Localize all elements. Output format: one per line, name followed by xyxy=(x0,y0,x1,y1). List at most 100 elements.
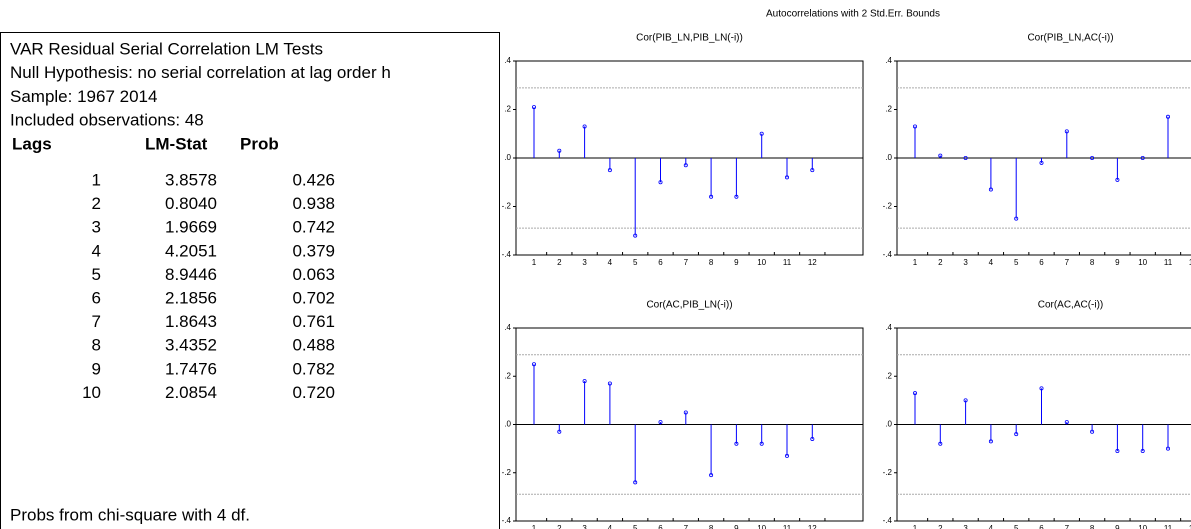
y-tick-label: .4 xyxy=(504,56,511,65)
x-tick-label: 11 xyxy=(1164,258,1173,267)
stem xyxy=(1115,424,1120,454)
stem-marker xyxy=(988,439,993,444)
figure-title: Autocorrelations with 2 Std.Err. Bounds xyxy=(766,9,940,20)
stem-marker xyxy=(913,124,918,129)
stem-marker xyxy=(557,429,562,434)
stem-marker xyxy=(582,124,587,129)
stem xyxy=(532,105,537,158)
stem-marker xyxy=(1014,432,1019,437)
stem-marker xyxy=(785,453,790,458)
stem-marker xyxy=(1064,129,1069,134)
stem xyxy=(1090,424,1095,434)
x-tick-label: 8 xyxy=(1090,258,1095,267)
table-cell: 0.488 xyxy=(292,336,335,355)
stem-marker xyxy=(734,441,739,446)
stem-marker xyxy=(1039,386,1044,391)
x-tick-label: 1 xyxy=(532,524,537,529)
x-tick-label: 8 xyxy=(1090,524,1095,529)
table-cell: 3 xyxy=(92,218,101,237)
x-tick-label: 9 xyxy=(734,258,739,267)
x-tick-label: 4 xyxy=(608,524,613,529)
stem xyxy=(633,424,638,485)
table-cell: 0.742 xyxy=(292,218,335,237)
x-tick-label: 5 xyxy=(633,258,638,267)
chart-title: Cor(PIB_LN,PIB_LN(-i)) xyxy=(636,33,743,44)
stem xyxy=(785,158,790,180)
table-cell: 6 xyxy=(92,288,101,307)
x-tick-label: 10 xyxy=(757,258,766,267)
y-tick-label: -.2 xyxy=(502,468,512,477)
stem xyxy=(709,158,714,199)
table-cell: 1.8643 xyxy=(165,312,217,331)
x-tick-label: 10 xyxy=(757,524,766,529)
stem-marker xyxy=(785,175,790,180)
table-cell: 0.782 xyxy=(292,359,335,378)
stem xyxy=(785,424,790,458)
x-tick-label: 2 xyxy=(557,258,562,267)
x-tick-label: 11 xyxy=(783,524,792,529)
stem-marker xyxy=(1090,155,1095,160)
x-tick-label: 1 xyxy=(913,524,918,529)
y-tick-label: .0 xyxy=(885,420,892,429)
x-tick-label: 7 xyxy=(684,258,689,267)
stem xyxy=(1140,424,1145,454)
stem xyxy=(913,124,918,158)
stem-marker xyxy=(734,194,739,199)
stem xyxy=(658,420,663,425)
table-title-line: Included observations: 48 xyxy=(10,111,204,130)
table-cell: 0.720 xyxy=(292,383,335,402)
chart-title: Cor(AC,AC(-i)) xyxy=(1038,300,1104,311)
stem-marker xyxy=(709,473,714,478)
table-cell: 0.938 xyxy=(292,194,335,213)
stem xyxy=(938,153,943,158)
x-tick-label: 11 xyxy=(1164,524,1173,529)
y-tick-label: .0 xyxy=(504,420,511,429)
x-tick-label: 12 xyxy=(1189,524,1191,529)
x-tick-label: 6 xyxy=(658,258,663,267)
table-cell: 0.426 xyxy=(292,170,335,189)
y-tick-label: -.4 xyxy=(883,250,893,259)
stem-marker xyxy=(759,441,764,446)
stem xyxy=(1166,114,1171,158)
stem-marker xyxy=(963,155,968,160)
stem xyxy=(1064,129,1069,158)
x-tick-label: 4 xyxy=(989,524,994,529)
x-tick-label: 3 xyxy=(963,258,968,267)
stem xyxy=(607,381,612,425)
stem-marker xyxy=(1166,446,1171,451)
table-cell: 3.4352 xyxy=(165,336,217,355)
stem xyxy=(963,155,968,160)
stem xyxy=(759,131,764,158)
stem-marker xyxy=(1014,216,1019,221)
x-tick-label: 2 xyxy=(938,258,943,267)
chart-title: Cor(AC,PIB_LN(-i)) xyxy=(646,300,732,311)
stem xyxy=(532,362,537,425)
stem xyxy=(582,379,587,425)
stem xyxy=(1014,158,1019,221)
y-tick-label: .0 xyxy=(504,153,511,162)
x-tick-label: 3 xyxy=(582,524,587,529)
x-tick-label: 6 xyxy=(1039,258,1044,267)
x-tick-label: 5 xyxy=(1014,258,1019,267)
table-cell: 0.063 xyxy=(292,265,335,284)
stem-marker xyxy=(633,480,638,485)
x-tick-label: 9 xyxy=(1115,258,1120,267)
column-header: LM-Stat xyxy=(145,134,208,153)
stem xyxy=(1014,424,1019,437)
stem xyxy=(810,158,815,173)
column-header: Lags xyxy=(12,134,52,153)
stem-marker xyxy=(607,168,612,173)
table-cell: 1 xyxy=(92,170,101,189)
stem-marker xyxy=(607,381,612,386)
stem-marker xyxy=(683,163,688,168)
table-cell: 1.7476 xyxy=(165,359,217,378)
stem xyxy=(913,391,918,425)
x-tick-label: 4 xyxy=(608,258,613,267)
table-frame xyxy=(0,32,500,529)
stem xyxy=(759,424,764,446)
stem xyxy=(1140,155,1145,160)
table-title-line: Null Hypothesis: no serial correlation a… xyxy=(10,63,391,82)
x-tick-label: 9 xyxy=(734,524,739,529)
stem xyxy=(734,424,739,446)
